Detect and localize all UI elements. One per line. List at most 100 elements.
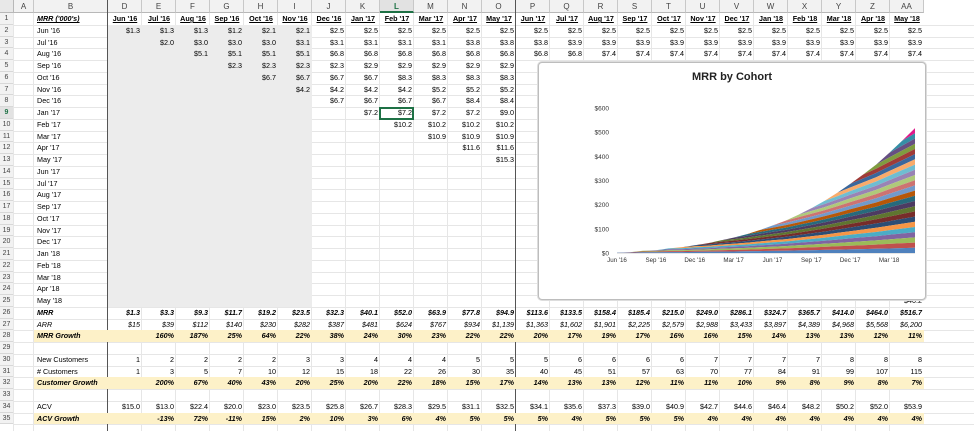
column-header-y[interactable]: Y [822,0,856,13]
cohort-value[interactable]: $6.8 [500,49,514,59]
summary-customers[interactable]: 10 [268,366,276,376]
column-header-f[interactable]: F [176,0,210,13]
summary-acv[interactable]: $44.6 [734,401,752,411]
cohort-value[interactable]: $3.0 [262,37,276,47]
cohort-value[interactable]: $8.3 [500,72,514,82]
cohort-value[interactable]: $6.8 [398,49,412,59]
row-header-16[interactable]: 16 [0,189,14,201]
cohort-value[interactable]: $1.2 [228,25,242,35]
column-header-e[interactable]: E [142,0,176,13]
summary-customer_growth[interactable]: 22% [397,378,412,388]
cohort-value[interactable]: $7.4 [670,49,684,59]
summary-mrr[interactable]: $23.5 [292,307,310,317]
cohort-value[interactable]: $6.7 [296,72,310,82]
cohort-value[interactable]: $2.5 [738,25,752,35]
summary-acv[interactable]: $28.3 [394,401,412,411]
selected-cell[interactable] [379,107,414,120]
month-header[interactable]: Oct '17 [657,14,681,23]
summary-acv[interactable]: $37.3 [598,401,616,411]
summary-arr[interactable]: $387 [328,319,344,329]
cohort-label[interactable]: Feb '18 [37,260,61,270]
cohort-label[interactable]: Nov '17 [37,225,62,235]
summary-acv_growth[interactable]: 5% [605,413,616,423]
summary-acv[interactable]: $40.9 [666,401,684,411]
cohort-value[interactable]: $2.5 [432,25,446,35]
cohort-value[interactable]: $3.9 [738,37,752,47]
cohort-value[interactable]: $9.0 [500,108,514,117]
summary-acv[interactable]: $22.4 [190,401,208,411]
column-header-i[interactable]: I [278,0,312,13]
row-header-19[interactable]: 19 [0,224,14,237]
column-header-j[interactable]: J [312,0,346,13]
summary-customer_growth[interactable]: 43% [261,378,276,388]
summary-acv_growth[interactable]: 72% [193,413,208,423]
cohort-value[interactable]: $7.2 [398,108,412,117]
summary-customers[interactable]: 35 [506,366,514,376]
month-header[interactable]: Aug '16 [180,14,206,23]
cohort-value[interactable]: $6.7 [398,96,412,106]
summary-mrr_growth[interactable]: 30% [397,331,412,341]
column-header-g[interactable]: G [210,0,244,13]
month-header[interactable]: Apr '18 [860,14,886,23]
cohort-value[interactable]: $3.1 [330,37,344,47]
summary-mrr_growth[interactable]: 23% [431,331,446,341]
cohort-value[interactable]: $5.2 [432,84,446,94]
column-header-n[interactable]: N [448,0,482,13]
summary-acv_growth[interactable]: 4% [911,413,922,423]
cohort-value[interactable]: $2.1 [296,25,310,35]
summary-mrr_growth[interactable]: 16% [669,331,684,341]
cohort-value[interactable]: $11.6 [462,143,480,153]
cohort-value[interactable]: $2.9 [466,61,480,70]
cohort-value[interactable]: $2.5 [534,25,548,35]
summary-customers[interactable]: 77 [744,366,752,376]
row-header-15[interactable]: 15 [0,177,14,190]
summary-acv_growth[interactable]: 4% [843,413,854,423]
summary-customers[interactable]: 3 [170,366,174,376]
cohort-value[interactable]: $3.1 [296,37,310,47]
cohort-value[interactable]: $5.1 [262,49,276,59]
summary-customer_growth[interactable] [108,377,142,389]
summary-mrr_growth[interactable]: 19% [601,331,616,341]
month-header[interactable]: Oct '16 [249,14,273,23]
cohort-value[interactable]: $2.5 [330,25,344,35]
summary-mrr_growth[interactable]: 17% [635,331,650,341]
summary-acv_growth[interactable]: 10% [329,413,344,423]
summary-customers[interactable]: 45 [574,366,582,376]
summary-acv_growth[interactable]: 5% [537,413,548,423]
summary-new_customers[interactable]: 4 [374,354,378,364]
summary-customers[interactable]: 57 [642,366,650,376]
cohort-value[interactable]: $3.9 [636,37,650,47]
summary-acv_growth[interactable] [108,413,142,425]
cohort-value[interactable]: $3.9 [704,37,718,47]
summary-mrr_growth[interactable] [108,330,142,342]
summary-customers[interactable]: 84 [778,366,786,376]
summary-new_customers[interactable]: 2 [238,354,242,364]
row-header-12[interactable]: 12 [0,142,14,154]
month-header[interactable]: Dec '17 [724,14,750,23]
row-header-24[interactable]: 24 [0,283,14,295]
cohort-value[interactable]: $2.5 [602,25,616,35]
summary-customers[interactable]: 12 [302,366,310,376]
cohort-label[interactable]: Aug '16 [37,49,62,59]
cohort-value[interactable]: $6.7 [262,72,276,82]
summary-new_customers[interactable]: 6 [680,354,684,364]
summary-acv_growth[interactable]: 6% [401,413,412,423]
row-header-9[interactable]: 9 [0,107,14,119]
summary-acv[interactable]: $23.0 [258,401,276,411]
summary-acv[interactable]: $25.8 [326,401,344,411]
summary-acv[interactable]: $39.0 [632,401,650,411]
cell-b1[interactable]: MRR ('000's) [37,14,80,23]
cohort-value[interactable]: $2.3 [330,61,344,70]
summary-customers[interactable]: 26 [438,366,446,376]
summary-mrr[interactable]: $215.0 [662,307,684,317]
summary-arr[interactable]: $3,897 [764,319,786,329]
cohort-label[interactable]: Sep '16 [37,61,62,70]
month-header[interactable]: Dec '16 [316,14,342,23]
month-header[interactable]: Jan '17 [350,14,376,23]
summary-acv[interactable]: $48.2 [802,401,820,411]
summary-customer_growth[interactable]: 9% [775,378,786,388]
month-header[interactable]: Jun '17 [520,14,546,23]
summary-new_customers[interactable]: 8 [884,354,888,364]
summary-mrr_growth[interactable]: 64% [261,331,276,341]
